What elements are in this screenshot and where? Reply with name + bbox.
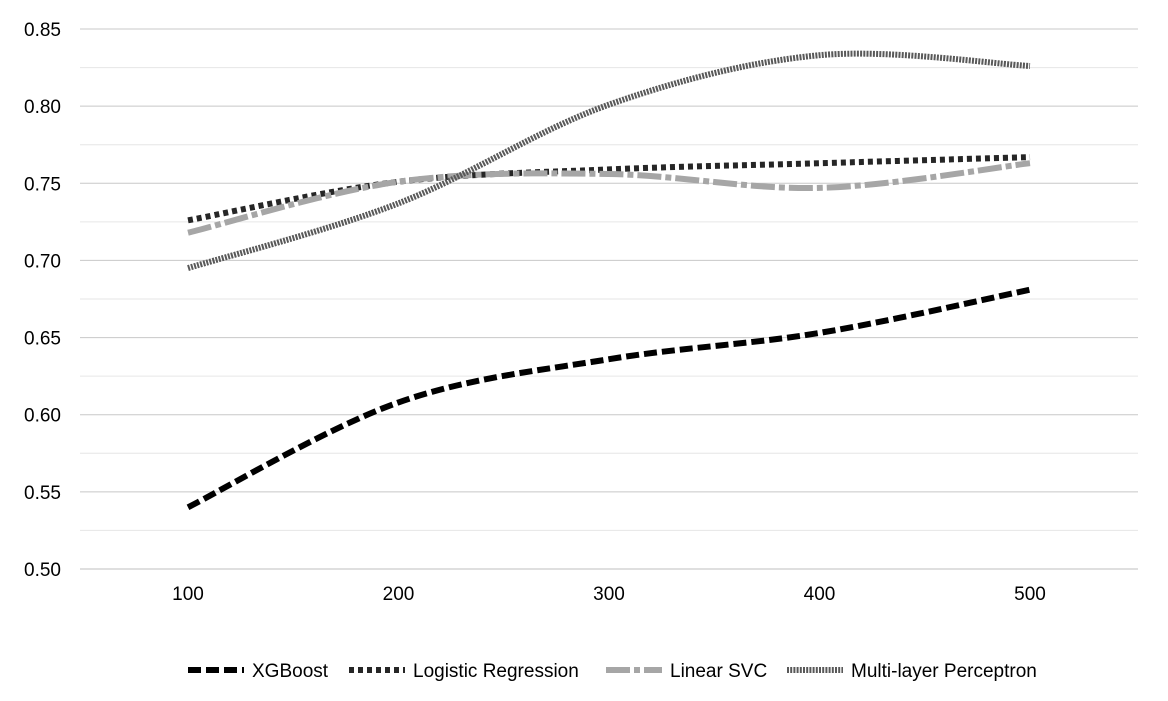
y-tick-label: 0.60 (24, 406, 61, 427)
legend-label: Multi-layer Perceptron (851, 661, 1037, 682)
y-tick-label: 0.70 (24, 251, 61, 272)
y-tick-label: 0.55 (24, 483, 61, 504)
x-tick-label: 200 (383, 584, 415, 605)
y-tick-label: 0.80 (24, 97, 61, 118)
x-tick-label: 100 (172, 584, 204, 605)
x-tick-label: 400 (804, 584, 836, 605)
legend-label: XGBoost (252, 661, 329, 682)
series-line-linear-svc (187, 160, 1031, 236)
legend: XGBoost Logistic Regression Linear SVC Mult… (188, 661, 1037, 682)
y-axis-ticks: 0.50 0.55 0.60 0.65 0.70 0.75 0.80 0.85 (24, 20, 61, 581)
series-line-multi-layer-perceptron (187, 50, 1031, 271)
series-line-logistic-regression (187, 154, 1031, 224)
legend-label: Logistic Regression (413, 661, 579, 682)
x-tick-label: 300 (593, 584, 625, 605)
y-tick-label: 0.75 (24, 174, 61, 195)
y-tick-label: 0.85 (24, 20, 61, 41)
y-tick-label: 0.50 (24, 560, 61, 581)
gridlines (80, 28, 1138, 570)
x-tick-label: 500 (1014, 584, 1046, 605)
y-tick-label: 0.65 (24, 329, 61, 350)
x-axis-ticks: 100 200 300 400 500 (172, 584, 1046, 605)
legend-label: Linear SVC (670, 661, 767, 682)
series-line-xgboost (186, 286, 1031, 510)
series-lines (186, 50, 1031, 510)
